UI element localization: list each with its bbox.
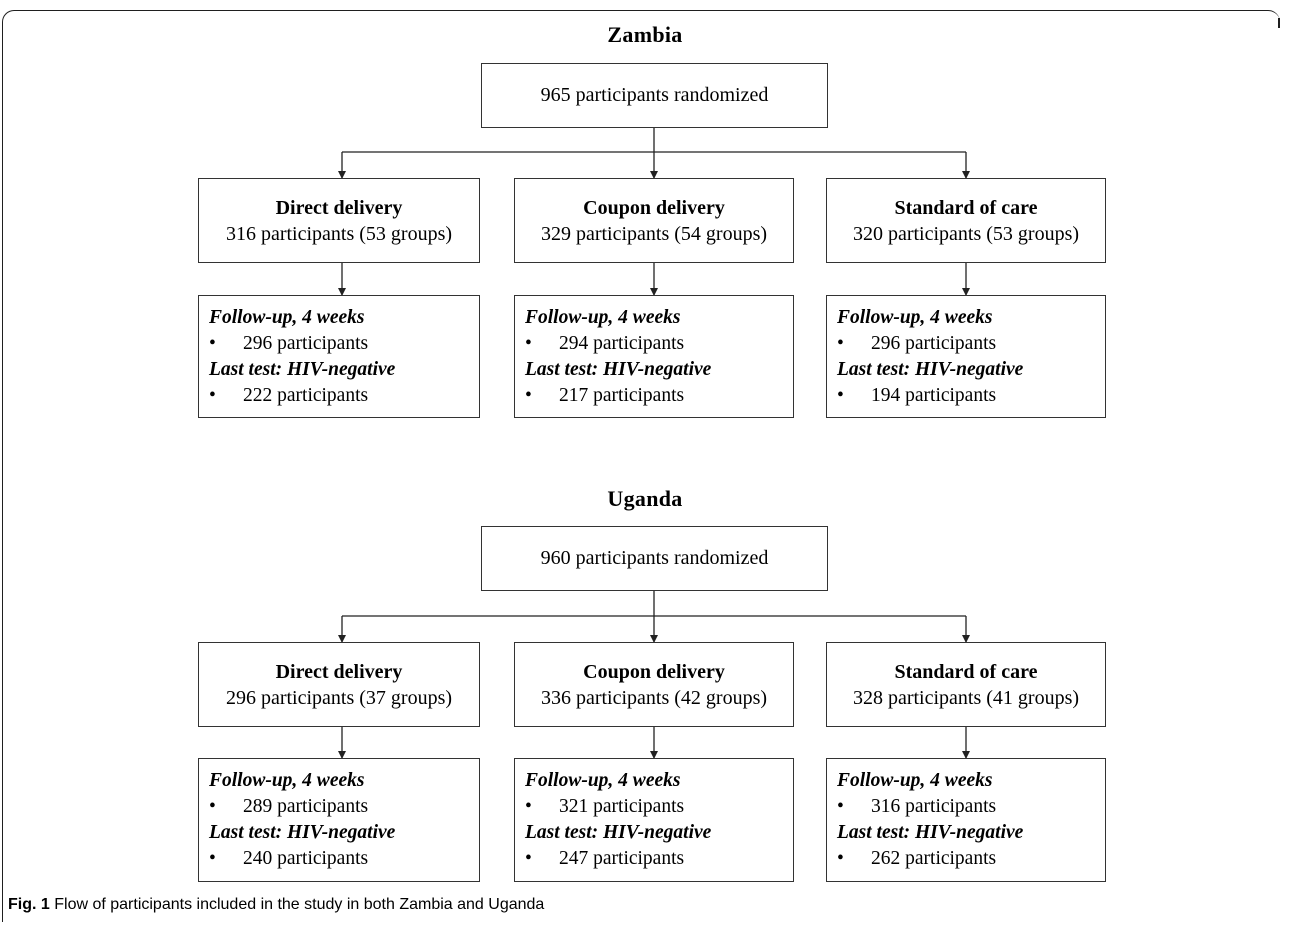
figure-number: Fig. 1	[8, 896, 50, 913]
uganda-followup-standard-box: Follow-up, 4 weeks • 316 participants Las…	[826, 758, 1106, 882]
followup-label: Follow-up, 4 weeks	[837, 307, 993, 328]
hiv-label: Last test: HIV-negative	[209, 359, 396, 380]
arm-participants: 320 participants (53 groups)	[852, 222, 1080, 245]
figure-frame-edge	[1278, 18, 1280, 28]
hiv-item: • 194 participants	[837, 383, 1105, 409]
followup-label: Follow-up, 4 weeks	[209, 770, 365, 791]
zambia-arm-standard-box: Standard of care 320 participants (53 gr…	[826, 178, 1106, 263]
arm-participants: 336 participants (42 groups)	[540, 686, 768, 709]
zambia-followup-standard-box: Follow-up, 4 weeks • 296 participants Las…	[826, 295, 1106, 418]
bullet: •	[209, 848, 216, 869]
hiv-item: • 222 participants	[209, 383, 479, 409]
followup-label: Follow-up, 4 weeks	[209, 307, 365, 328]
arm-name: Standard of care	[894, 660, 1038, 683]
followup-value: 296 participants	[871, 333, 997, 354]
followup-item: • 296 participants	[837, 331, 1105, 357]
arm-participants: 328 participants (41 groups)	[852, 686, 1080, 709]
bullet: •	[525, 385, 532, 406]
arm-name: Coupon delivery	[583, 196, 725, 219]
zambia-arm-coupon-box: Coupon delivery 329 participants (54 gro…	[514, 178, 794, 263]
hiv-value: 247 participants	[559, 848, 685, 869]
hiv-label: Last test: HIV-negative	[525, 822, 712, 843]
bullet: •	[837, 333, 844, 354]
hiv-label: Last test: HIV-negative	[209, 822, 396, 843]
uganda-arm-coupon-box: Coupon delivery 336 participants (42 gro…	[514, 642, 794, 727]
uganda-connectors	[338, 591, 970, 759]
hiv-label: Last test: HIV-negative	[525, 359, 712, 380]
followup-value: 289 participants	[243, 796, 369, 817]
uganda-followup-direct-box: Follow-up, 4 weeks • 289 participants Las…	[198, 758, 480, 882]
arm-participants: 316 participants (53 groups)	[225, 222, 453, 245]
zambia-randomized-text: 965 participants randomized	[540, 84, 769, 106]
arm-name: Direct delivery	[275, 660, 403, 683]
uganda-randomized-box: 960 participants randomized	[481, 526, 828, 591]
followup-label: Follow-up, 4 weeks	[837, 770, 993, 791]
bullet: •	[837, 385, 844, 406]
zambia-connectors	[338, 128, 970, 296]
followup-value: 296 participants	[243, 333, 369, 354]
uganda-arm-direct-box: Direct delivery 296 participants (37 gro…	[198, 642, 480, 727]
zambia-arm-direct-box: Direct delivery 316 participants (53 gro…	[198, 178, 480, 263]
bullet: •	[209, 385, 216, 406]
bullet: •	[525, 333, 532, 354]
bullet: •	[209, 333, 216, 354]
uganda-title: Uganda	[607, 486, 683, 511]
zambia-title: Zambia	[607, 22, 683, 47]
hiv-value: 262 participants	[871, 848, 997, 869]
hiv-value: 217 participants	[559, 385, 685, 406]
bullet: •	[525, 796, 532, 817]
hiv-value: 194 participants	[871, 385, 997, 406]
uganda-followup-coupon-box: Follow-up, 4 weeks • 321 participants Las…	[514, 758, 794, 882]
uganda-arm-standard-box: Standard of care 328 participants (41 gr…	[826, 642, 1106, 727]
arm-name: Direct delivery	[275, 196, 403, 219]
arm-name: Coupon delivery	[583, 660, 725, 683]
hiv-item: • 262 participants	[837, 846, 1105, 872]
arm-participants: 329 participants (54 groups)	[540, 222, 768, 245]
arm-participants: 296 participants (37 groups)	[225, 686, 453, 709]
hiv-value: 222 participants	[243, 385, 369, 406]
followup-item: • 289 participants	[209, 794, 479, 820]
followup-item: • 296 participants	[209, 331, 479, 357]
figure-caption: Fig. 1 Flow of participants included in …	[8, 896, 544, 914]
uganda-randomized-text: 960 participants randomized	[540, 547, 769, 569]
hiv-value: 240 participants	[243, 848, 369, 869]
zambia-followup-coupon-box: Follow-up, 4 weeks • 294 participants Las…	[514, 295, 794, 418]
bullet: •	[525, 848, 532, 869]
followup-item: • 294 participants	[525, 331, 793, 357]
zambia-followup-direct-box: Follow-up, 4 weeks • 296 participants Las…	[198, 295, 480, 418]
followup-value: 294 participants	[559, 333, 685, 354]
zambia-randomized-box: 965 participants randomized	[481, 63, 828, 128]
followup-item: • 321 participants	[525, 794, 793, 820]
bullet: •	[837, 848, 844, 869]
followup-value: 321 participants	[559, 796, 685, 817]
bullet: •	[209, 796, 216, 817]
followup-item: • 316 participants	[837, 794, 1105, 820]
followup-label: Follow-up, 4 weeks	[525, 307, 681, 328]
bullet: •	[837, 796, 844, 817]
hiv-item: • 247 participants	[525, 846, 793, 872]
hiv-label: Last test: HIV-negative	[837, 359, 1024, 380]
followup-value: 316 participants	[871, 796, 997, 817]
followup-label: Follow-up, 4 weeks	[525, 770, 681, 791]
hiv-item: • 217 participants	[525, 383, 793, 409]
hiv-item: • 240 participants	[209, 846, 479, 872]
figure-caption-text: Flow of participants included in the stu…	[54, 896, 545, 913]
figure-frame	[2, 10, 1280, 922]
arm-name: Standard of care	[894, 196, 1038, 219]
hiv-label: Last test: HIV-negative	[837, 822, 1024, 843]
